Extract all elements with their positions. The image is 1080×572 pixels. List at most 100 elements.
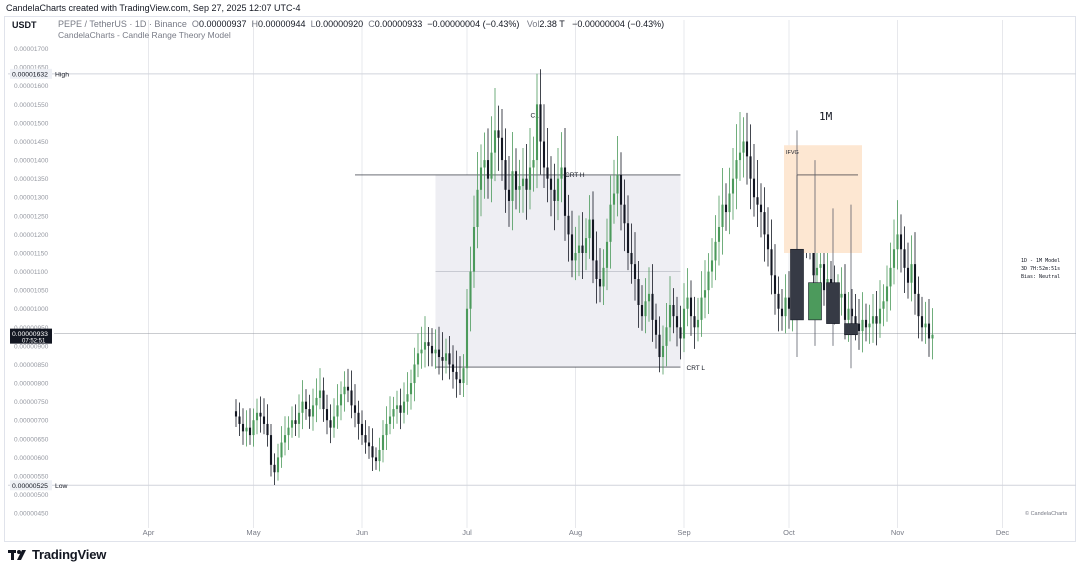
candle-body: [843, 293, 847, 320]
low-value: 0.00000920: [315, 19, 364, 29]
candle-body: [738, 152, 742, 161]
x-tick-label: Sep: [677, 528, 690, 537]
candle-body: [861, 319, 864, 332]
candle-body: [346, 386, 350, 391]
candle-body: [255, 412, 259, 421]
candle-body: [500, 137, 504, 161]
candle-body: [910, 264, 913, 283]
candle-body: [483, 160, 486, 168]
candle-body: [927, 323, 931, 339]
x-tick-label: Apr: [143, 528, 155, 537]
candle-body: [416, 353, 420, 365]
candle-body: [532, 160, 535, 168]
candle-body: [871, 316, 875, 324]
candle-body: [318, 390, 322, 398]
y-tick-label: 0.00001250: [14, 213, 49, 220]
candle-body: [465, 308, 469, 369]
candle-body: [675, 316, 679, 328]
candle-body: [899, 234, 903, 250]
y-tick-label: 0.00000550: [14, 473, 49, 480]
candle-body: [745, 141, 749, 157]
candle-body: [392, 409, 395, 417]
candle-body: [773, 275, 777, 294]
y-tick-label: 0.00001200: [14, 232, 49, 239]
candle-body: [647, 293, 651, 302]
candle-body: [259, 412, 262, 417]
candle-body: [696, 319, 700, 328]
candle-body: [357, 412, 360, 424]
candle-body: [658, 334, 661, 358]
price-label-tag: High: [55, 71, 69, 78]
candle-body: [595, 260, 598, 279]
candle-body: [770, 249, 773, 276]
candle-body: [878, 308, 882, 324]
candle-body: [511, 171, 514, 201]
candle-body: [822, 264, 826, 291]
candle-body: [343, 386, 346, 395]
candle-body: [703, 290, 707, 298]
tradingview-logo: TradingView: [8, 547, 106, 562]
candle-body: [535, 104, 539, 161]
candle-body: [553, 189, 556, 201]
candle-body: [238, 416, 241, 424]
symbol-label[interactable]: PEPE / TetherUS · 1D · Binance: [58, 19, 187, 29]
candle-body: [455, 371, 458, 380]
candle-body: [339, 394, 343, 406]
candle-body: [672, 305, 675, 317]
x-tick-label: Dec: [996, 528, 1010, 537]
ohlc-legend: PEPE / TetherUS · 1D · Binance O0.000009…: [58, 19, 664, 29]
open-value: 0.00000937: [198, 19, 247, 29]
candle-body: [364, 435, 367, 443]
fvg-label: IFVG: [786, 150, 799, 156]
model-candle-body: [808, 282, 822, 321]
candle-body: [542, 141, 546, 168]
model-info-line: Bias: Neutral: [1021, 274, 1060, 280]
candle-body: [864, 319, 868, 328]
candle-body: [546, 167, 549, 179]
candle-body: [308, 409, 311, 417]
candle-body: [612, 193, 616, 205]
candle-body: [609, 204, 612, 242]
candle-body: [707, 271, 710, 291]
candle-body: [479, 167, 483, 190]
y-tick-label: 0.00001100: [14, 269, 48, 276]
candle-body: [269, 435, 273, 465]
candle-body: [742, 141, 745, 153]
x-tick-label: Jul: [462, 528, 472, 537]
candle-body: [385, 423, 388, 436]
y-tick-label: 0.00001350: [14, 176, 49, 183]
y-tick-label: 0.00001500: [14, 120, 49, 127]
chart-caption: CandelaCharts created with TradingView.c…: [6, 3, 301, 13]
candle-body: [605, 241, 609, 268]
candle-body: [644, 301, 647, 317]
candle-body: [763, 212, 766, 235]
candle-body: [441, 357, 444, 361]
indicator-label[interactable]: CandelaCharts - Candle Range Theory Mode…: [58, 30, 231, 40]
candle-body: [854, 316, 857, 324]
x-tick-label: May: [246, 528, 260, 537]
candle-body: [787, 297, 791, 309]
low-label: L: [310, 19, 316, 29]
candle-body: [637, 279, 640, 306]
c1-label: C1: [531, 113, 540, 120]
candle-body: [896, 234, 899, 250]
candle-body: [700, 297, 703, 320]
y-tick-label: 0.00001150: [14, 250, 48, 257]
y-tick-label: 0.00001700: [14, 46, 49, 53]
candle-body: [885, 286, 889, 302]
y-tick-label: 0.00001550: [14, 102, 49, 109]
candle-body: [325, 409, 329, 421]
candle-body: [476, 189, 479, 227]
price-label-tag: Low: [55, 483, 68, 490]
candle-body: [273, 464, 276, 473]
candle-body: [752, 178, 756, 198]
candle-body: [640, 305, 644, 317]
candle-body: [777, 293, 780, 309]
candle-body: [721, 204, 724, 227]
candle-body: [759, 204, 763, 213]
candle-body: [563, 167, 567, 216]
candle-body: [661, 345, 665, 358]
currency-label: USDT: [12, 20, 37, 30]
chart-frame: [4, 16, 1076, 542]
